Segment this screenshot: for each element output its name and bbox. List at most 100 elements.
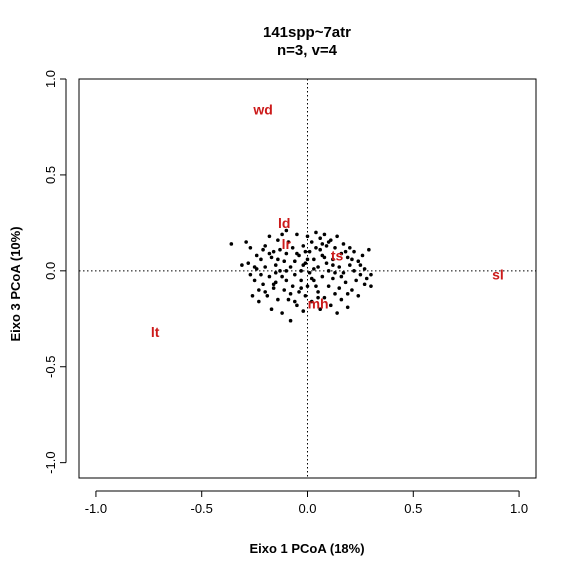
data-point [290, 284, 295, 288]
data-point [280, 274, 284, 279]
data-point [278, 247, 282, 252]
data-point [345, 305, 350, 310]
data-point [301, 244, 306, 248]
data-point [345, 255, 350, 260]
data-point [326, 240, 331, 244]
data-point [286, 240, 291, 244]
data-point [324, 261, 329, 265]
data-point [337, 265, 342, 269]
data-point [246, 261, 251, 265]
data-point [240, 263, 244, 267]
data-point [350, 257, 354, 262]
data-point [364, 276, 369, 281]
data-point [316, 265, 320, 269]
data-point [244, 240, 248, 244]
data-point [263, 244, 267, 248]
data-point [320, 242, 325, 246]
data-point [269, 307, 274, 311]
data-point [293, 272, 297, 277]
data-point [288, 265, 293, 269]
data-point [337, 286, 342, 290]
variable-label-sl: sl [492, 267, 504, 283]
data-point [261, 282, 265, 287]
data-point [248, 246, 253, 250]
data-point [288, 318, 293, 323]
data-point [257, 288, 261, 292]
variable-label-lt: lt [151, 324, 160, 340]
data-point [286, 297, 291, 302]
variable-label-ts: ts [331, 247, 344, 263]
chart-title: 141spp~7atr [263, 24, 351, 41]
data-point [356, 293, 361, 298]
data-point [356, 259, 361, 264]
data-point [316, 295, 320, 300]
data-point [301, 309, 306, 313]
data-point [284, 278, 289, 283]
data-point [358, 263, 363, 267]
data-point [307, 270, 312, 275]
data-point [358, 272, 363, 277]
data-point [250, 293, 255, 298]
data-point [339, 297, 344, 302]
data-point [267, 234, 272, 239]
data-points [229, 228, 373, 323]
data-point [284, 269, 289, 273]
data-point [248, 272, 253, 277]
x-axis-title: Eixo 1 PCoA (18%) [249, 541, 364, 556]
x-tick-label: -0.5 [191, 501, 213, 516]
data-point [335, 311, 339, 315]
data-point [341, 270, 346, 275]
data-point [326, 269, 331, 273]
data-point [299, 286, 303, 290]
data-point [348, 246, 352, 250]
data-point [314, 246, 318, 250]
data-point [276, 297, 280, 302]
data-point [273, 263, 278, 267]
data-point [295, 303, 299, 308]
y-tick-label: -0.5 [43, 356, 58, 378]
data-point [343, 249, 348, 254]
x-tick-label: 0.5 [404, 501, 422, 516]
data-point [331, 263, 335, 267]
data-point [333, 246, 337, 250]
data-point [360, 253, 365, 258]
data-point [339, 251, 344, 256]
y-axis-title: Eixo 3 PCoA (10%) [8, 226, 23, 341]
data-point [369, 272, 373, 277]
data-point [269, 255, 274, 260]
data-point [314, 230, 318, 235]
data-point [295, 251, 299, 256]
data-point [369, 284, 373, 288]
data-point [339, 274, 344, 279]
reference-lines [79, 79, 536, 478]
y-axis: -1.0 -0.5 0.0 0.5 1.0 [43, 70, 67, 474]
data-point [295, 232, 299, 237]
data-point [293, 259, 297, 264]
data-point [333, 270, 337, 275]
data-point [362, 267, 367, 271]
variable-label-ld: ld [278, 215, 290, 231]
data-point [271, 249, 276, 254]
data-point [335, 234, 339, 239]
data-point [259, 272, 263, 277]
data-point [305, 234, 310, 239]
data-point [318, 247, 322, 252]
data-point [333, 292, 337, 296]
data-point [257, 299, 261, 304]
x-tick-label: -1.0 [85, 501, 107, 516]
data-point [271, 286, 276, 290]
data-point [301, 263, 306, 267]
data-point [284, 251, 289, 256]
data-point [288, 292, 293, 296]
data-point [261, 247, 265, 252]
data-point [314, 284, 318, 288]
data-point [299, 278, 303, 283]
data-point [318, 307, 322, 311]
data-point [303, 293, 308, 298]
data-point [263, 290, 267, 294]
data-point [280, 232, 284, 237]
data-point [297, 290, 301, 294]
data-point [276, 257, 280, 262]
data-point [354, 278, 358, 283]
